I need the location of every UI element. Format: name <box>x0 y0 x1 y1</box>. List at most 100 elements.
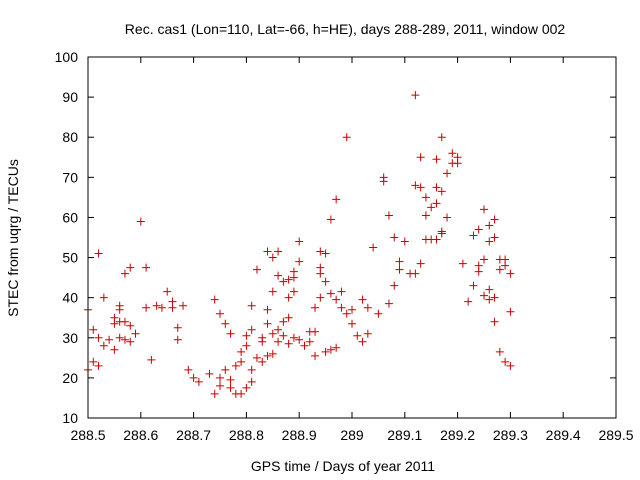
data-point <box>501 261 510 270</box>
data-point <box>263 351 272 360</box>
data-point <box>432 183 441 192</box>
y-tick-label: 50 <box>62 250 78 266</box>
y-axis: 10 20 30 40 50 60 70 80 90 100 <box>55 49 616 426</box>
y-tick-label: 60 <box>62 209 78 225</box>
y-tick-label: 20 <box>62 370 78 386</box>
data-point <box>485 221 494 230</box>
data-point <box>443 169 452 178</box>
data-point <box>274 325 283 334</box>
data-point <box>485 285 494 294</box>
data-point <box>268 329 277 338</box>
data-point <box>210 389 219 398</box>
data-point <box>247 365 256 374</box>
data-point <box>448 149 457 158</box>
data-point <box>469 281 478 290</box>
data-point <box>358 337 367 346</box>
data-point <box>268 349 277 358</box>
data-point <box>279 277 288 286</box>
data-point <box>289 273 298 282</box>
data-point <box>205 369 214 378</box>
data-point <box>311 351 320 360</box>
data-point <box>258 333 267 342</box>
data-point <box>247 301 256 310</box>
data-point <box>184 365 193 374</box>
data-point <box>274 247 283 256</box>
data-point <box>390 281 399 290</box>
data-point <box>437 187 446 196</box>
data-point <box>120 335 129 344</box>
data-point <box>126 337 135 346</box>
data-point <box>384 299 393 308</box>
data-point <box>506 361 515 370</box>
y-tick-label: 80 <box>62 129 78 145</box>
data-point <box>284 275 293 284</box>
data-point <box>321 277 330 286</box>
data-point <box>337 303 346 312</box>
data-point <box>400 237 409 246</box>
data-point <box>216 381 224 390</box>
data-point <box>437 133 446 142</box>
data-point <box>284 313 293 322</box>
data-point <box>342 309 351 318</box>
data-point <box>474 267 483 276</box>
data-point <box>363 329 372 338</box>
data-point <box>216 309 224 318</box>
data-point <box>258 357 267 366</box>
data-point <box>179 301 188 310</box>
data-point <box>110 319 119 328</box>
data-point <box>316 247 325 256</box>
data-point <box>337 287 346 296</box>
data-point <box>237 347 246 356</box>
data-point <box>242 331 251 340</box>
data-point <box>247 377 256 386</box>
data-point <box>274 271 283 280</box>
data-point <box>305 337 314 346</box>
y-tick-label: 10 <box>62 410 78 426</box>
data-point <box>295 237 304 246</box>
data-point <box>284 293 293 302</box>
data-point <box>432 199 441 208</box>
data-point <box>189 373 198 382</box>
data-point <box>332 343 341 352</box>
data-point <box>300 341 309 350</box>
data-point <box>263 247 272 256</box>
data-point <box>348 319 356 328</box>
data-point <box>495 265 504 274</box>
x-tick-label: 288.6 <box>123 427 158 443</box>
data-point <box>247 325 256 334</box>
data-point <box>495 347 504 356</box>
data-point <box>316 269 325 278</box>
data-point <box>348 305 356 314</box>
data-point <box>432 155 441 164</box>
data-point <box>99 293 108 302</box>
x-tick-label: 289.1 <box>387 427 422 443</box>
data-point <box>237 389 246 398</box>
data-point <box>311 327 320 336</box>
data-point <box>131 329 140 338</box>
data-point <box>194 377 203 386</box>
data-point <box>421 193 430 202</box>
data-point <box>94 361 103 370</box>
data-point <box>120 317 129 326</box>
x-tick-label: 288.8 <box>229 427 264 443</box>
data-point <box>485 295 494 304</box>
data-point <box>316 293 325 302</box>
data-point <box>490 293 499 302</box>
data-point <box>142 303 151 312</box>
data-point <box>506 307 515 316</box>
data-point <box>284 339 293 348</box>
data-point <box>173 323 182 332</box>
data-point <box>458 259 467 268</box>
data-point <box>416 183 425 192</box>
data-point <box>480 205 488 214</box>
data-point <box>152 301 161 310</box>
data-point <box>163 287 172 296</box>
data-point <box>99 341 108 350</box>
data-point <box>506 269 515 278</box>
data-point <box>289 287 298 296</box>
y-tick-label: 30 <box>62 330 78 346</box>
data-point <box>295 335 304 344</box>
data-point <box>427 203 436 212</box>
